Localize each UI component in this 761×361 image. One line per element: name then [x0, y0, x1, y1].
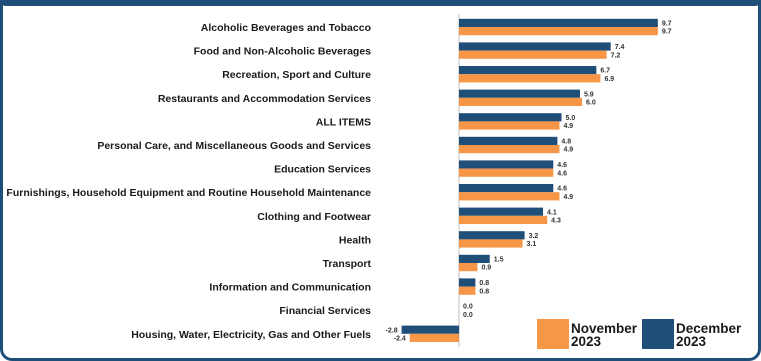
- december-value-label: 1.5: [494, 257, 504, 264]
- december-legend-swatch: [642, 319, 674, 349]
- category-label: Personal Care, and Miscellaneous Goods a…: [97, 140, 371, 152]
- december-bar: [459, 113, 562, 122]
- category-label: Information and Communication: [209, 282, 371, 294]
- december-bar: [459, 42, 611, 51]
- december-bar: [459, 231, 525, 240]
- category-label: Food and Non-Alcoholic Beverages: [194, 46, 372, 58]
- november-value-label: 4.9: [563, 194, 573, 201]
- november-value-label: 4.9: [563, 147, 573, 154]
- december-bar: [459, 278, 476, 287]
- november-value-label: 0.9: [481, 265, 491, 272]
- november-value-label: 0.0: [463, 312, 473, 319]
- december-value-label: 0.0: [463, 304, 473, 311]
- november-bar: [459, 50, 607, 59]
- november-bar: [459, 121, 560, 130]
- category-label: Transport: [323, 258, 372, 270]
- december-bar: [459, 254, 490, 263]
- december-bar: [459, 18, 658, 27]
- november-bar: [459, 263, 478, 272]
- november-bar: [459, 97, 582, 106]
- december-value-label: 4.8: [561, 139, 571, 146]
- november-bar: [459, 286, 476, 295]
- december-value-label: 4.6: [557, 162, 567, 169]
- november-value-label: 6.0: [586, 100, 596, 107]
- december-value-label: 7.4: [615, 44, 625, 51]
- december-value-label: 6.7: [600, 68, 610, 75]
- december-value-label: 0.8: [479, 280, 489, 287]
- category-label: ALL ITEMS: [316, 116, 371, 128]
- november-value-label: 4.6: [557, 170, 567, 177]
- category-label: Recreation, Sport and Culture: [222, 69, 371, 81]
- category-label: Clothing and Footwear: [257, 211, 371, 223]
- november-legend-year: 2023: [571, 334, 602, 349]
- december-value-label: 5.0: [566, 115, 576, 122]
- december-legend-label: December: [676, 321, 742, 336]
- december-value-label: 4.1: [547, 209, 557, 216]
- november-value-label: -2.4: [394, 336, 406, 343]
- november-legend-label: November: [571, 321, 638, 336]
- november-bar: [459, 168, 554, 177]
- november-bar: [459, 215, 548, 224]
- category-label: Housing, Water, Electricity, Gas and Oth…: [131, 329, 371, 341]
- november-value-label: 9.7: [662, 29, 672, 36]
- category-label: Financial Services: [279, 305, 371, 317]
- december-bar: [459, 66, 597, 75]
- december-value-label: 5.9: [584, 91, 594, 98]
- december-legend-year: 2023: [676, 334, 707, 349]
- category-label: Furnishings, Household Equipment and Rou…: [6, 187, 371, 199]
- december-value-label: 9.7: [662, 21, 672, 28]
- december-bar: [459, 207, 544, 216]
- november-bar: [459, 192, 560, 201]
- november-value-label: 7.2: [611, 52, 621, 59]
- november-value-label: 4.3: [551, 218, 561, 225]
- december-bar: [459, 89, 580, 98]
- category-label: Alcoholic Beverages and Tobacco: [201, 22, 371, 34]
- november-value-label: 3.1: [527, 241, 537, 248]
- december-bar: [459, 160, 554, 169]
- november-bar: [459, 145, 560, 154]
- december-value-label: 4.6: [557, 186, 567, 193]
- november-legend-swatch: [537, 319, 569, 349]
- november-value-label: 6.9: [604, 76, 614, 83]
- december-value-label: 3.2: [529, 233, 539, 240]
- november-value-label: 0.8: [479, 288, 489, 295]
- frame-top-bar: [0, 0, 761, 6]
- november-bar: [459, 74, 601, 83]
- november-bar: [459, 27, 658, 36]
- category-label: Health: [339, 234, 371, 246]
- november-bar: [459, 239, 523, 248]
- november-bar: [409, 333, 459, 342]
- december-value-label: -2.8: [386, 327, 398, 334]
- category-label: Education Services: [274, 164, 371, 176]
- december-bar: [459, 136, 558, 145]
- december-bar: [459, 184, 554, 193]
- november-value-label: 4.9: [563, 123, 573, 130]
- december-bar: [401, 325, 459, 334]
- category-label: Restaurants and Accommodation Services: [158, 93, 371, 105]
